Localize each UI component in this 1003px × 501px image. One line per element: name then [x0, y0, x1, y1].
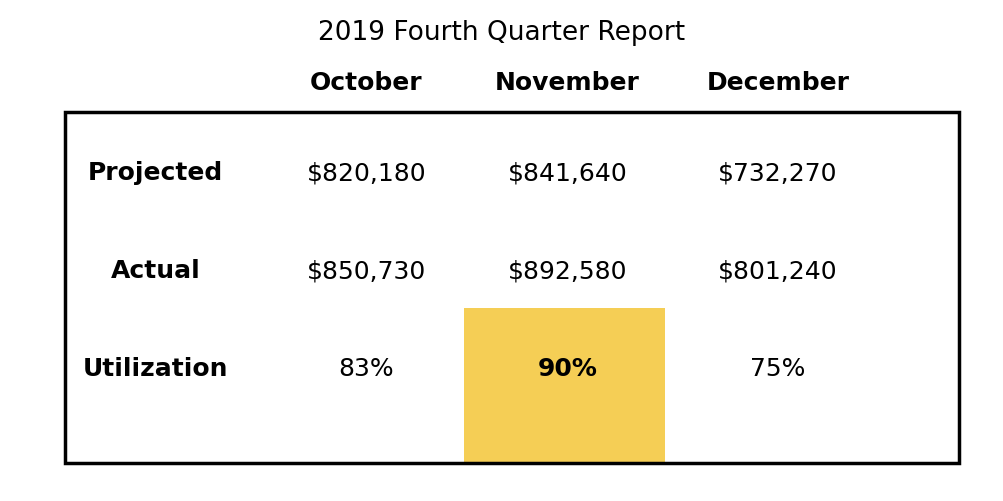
Text: 75%: 75%: [749, 356, 805, 380]
Text: December: December: [706, 71, 849, 95]
Text: 90%: 90%: [537, 356, 597, 380]
Text: $892,580: $892,580: [507, 259, 627, 283]
Text: 2019 Fourth Quarter Report: 2019 Fourth Quarter Report: [318, 20, 685, 46]
Text: $801,240: $801,240: [717, 259, 838, 283]
Text: Actual: Actual: [110, 259, 201, 283]
Text: $820,180: $820,180: [306, 161, 426, 185]
Text: October: October: [310, 71, 422, 95]
Text: $850,730: $850,730: [307, 259, 425, 283]
Text: $732,270: $732,270: [717, 161, 838, 185]
Text: November: November: [494, 71, 639, 95]
Text: 83%: 83%: [338, 356, 394, 380]
Text: Projected: Projected: [88, 161, 223, 185]
Bar: [65, 113, 958, 463]
Bar: [463, 308, 664, 463]
Text: Utilization: Utilization: [83, 356, 228, 380]
Text: $841,640: $841,640: [507, 161, 627, 185]
